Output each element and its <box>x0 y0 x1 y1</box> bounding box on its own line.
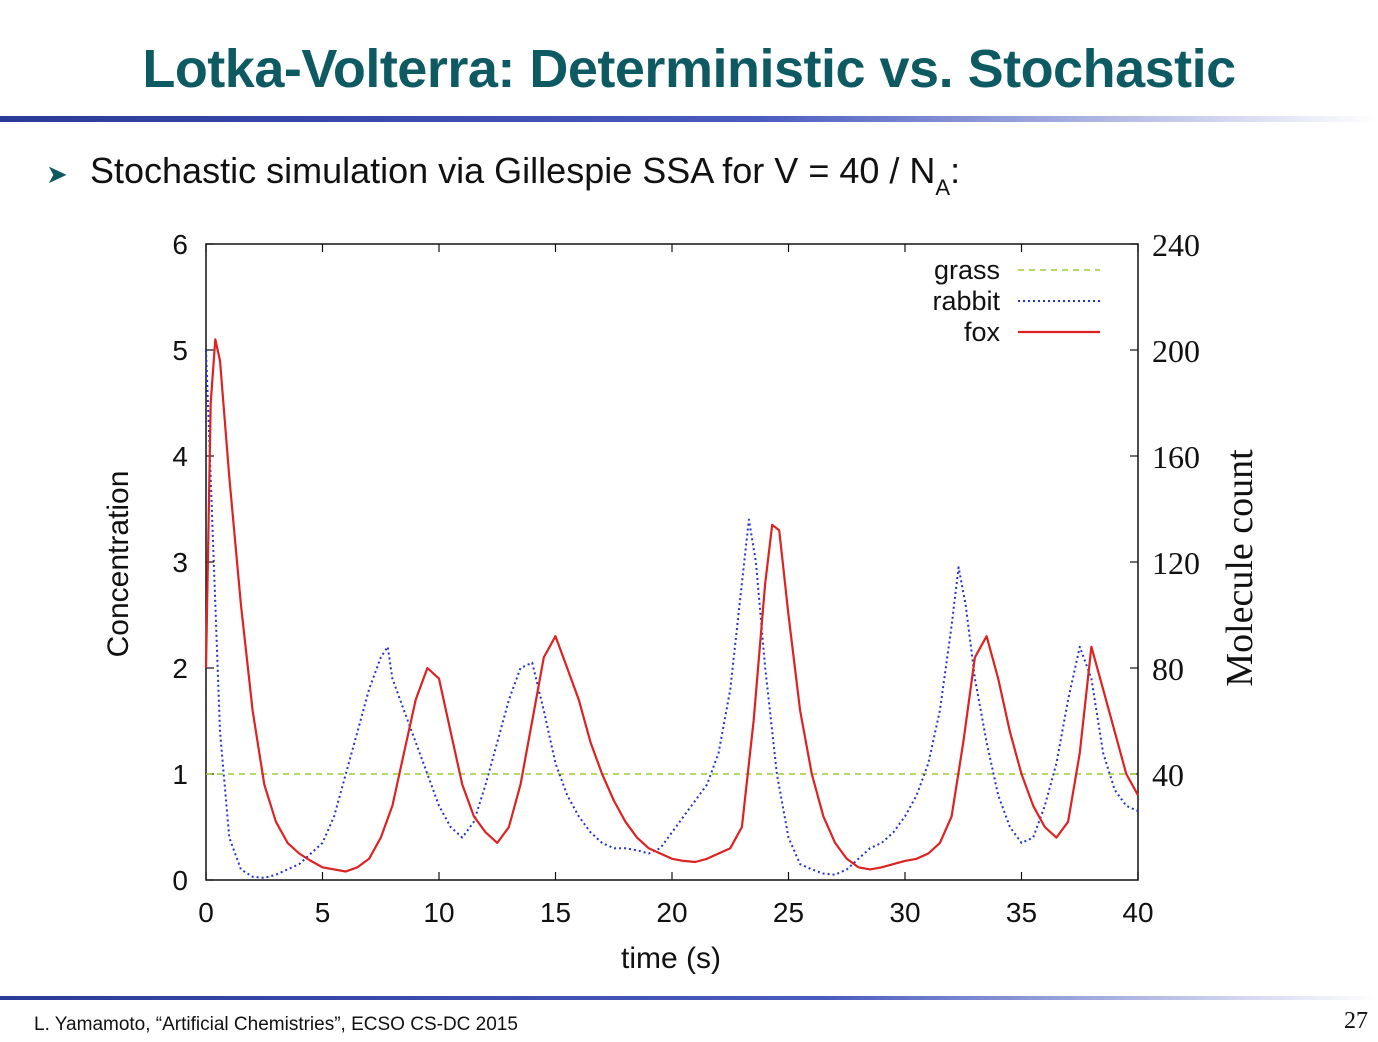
y-tick-label: 6 <box>172 229 188 260</box>
y2-tick-label: 160 <box>1152 439 1200 475</box>
series-line-fox <box>204 338 1139 873</box>
subtitle-tail: : <box>950 150 961 191</box>
y2-tick-label: 40 <box>1152 757 1184 793</box>
x-tick-label: 5 <box>315 897 331 928</box>
subtitle-subscript: A <box>935 175 951 200</box>
x-tick-label: 15 <box>540 897 571 928</box>
footer-divider <box>0 996 1378 1000</box>
x-tick-label: 40 <box>1122 897 1153 928</box>
x-tick-label: 20 <box>656 897 687 928</box>
y2-tick-label: 200 <box>1152 333 1200 369</box>
legend-label-fox: fox <box>964 317 1001 347</box>
series-line-rabbit <box>205 349 1139 879</box>
x-tick-label: 25 <box>773 897 804 928</box>
legend-label-rabbit: rabbit <box>932 286 1000 316</box>
y-tick-label: 4 <box>172 441 188 472</box>
y-tick-label: 0 <box>172 865 188 896</box>
x-axis-label: time (s) <box>621 942 721 975</box>
x-tick-label: 10 <box>423 897 454 928</box>
subtitle: Stochastic simulation via Gillespie SSA … <box>90 150 960 201</box>
footer-citation: L. Yamamoto, “Artificial Chemistries”, E… <box>34 1014 518 1035</box>
arrowhead-bullet-icon: ➤ <box>46 160 68 190</box>
y-axis-label: Concentration <box>102 471 135 658</box>
legend-label-grass: grass <box>934 255 1000 285</box>
y2-tick-label: 120 <box>1152 545 1200 581</box>
y2-tick-label: 80 <box>1152 651 1184 687</box>
plot-area: 0 5 10 15 20 25 30 35 40 0 1 2 3 4 5 6 40 80 120 160 200 240 g… <box>172 227 1200 928</box>
page-number: 27 <box>1344 1008 1368 1034</box>
y-tick-label: 1 <box>172 759 188 790</box>
y2-axis-label: Molecule count <box>1219 449 1261 687</box>
title-divider <box>0 116 1378 122</box>
y-tick-label: 3 <box>172 547 188 578</box>
subtitle-main: Stochastic simulation via Gillespie SSA … <box>90 150 936 191</box>
slide-title: Lotka-Volterra: Deterministic vs. Stocha… <box>142 39 1236 99</box>
x-tick-label: 35 <box>1006 897 1037 928</box>
x-tick-label: 0 <box>198 897 214 928</box>
y-tick-label: 5 <box>172 335 188 366</box>
x-tick-label: 30 <box>889 897 920 928</box>
y-tick-label: 2 <box>172 653 188 684</box>
y2-tick-label: 240 <box>1152 227 1200 263</box>
